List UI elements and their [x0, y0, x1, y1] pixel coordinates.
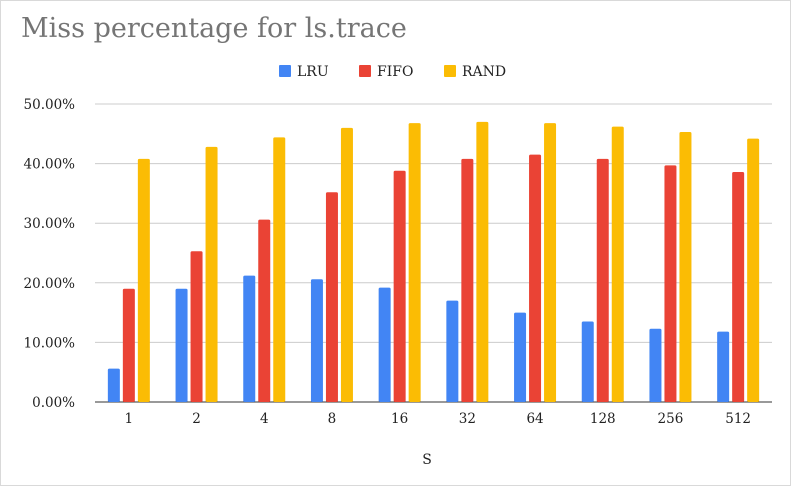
bars [107, 121, 760, 403]
bar-fifo [190, 251, 203, 402]
bar-fifo [461, 158, 474, 402]
x-tick-label: 1 [125, 411, 134, 427]
x-tick-label: 2 [192, 411, 201, 427]
bar-fifo [122, 288, 135, 402]
bar-lru [446, 300, 459, 402]
bar-rand [205, 146, 218, 402]
legend-swatch-lru [279, 65, 291, 77]
bar-rand [747, 138, 760, 402]
x-tick-label: 8 [328, 411, 337, 427]
x-axis-ticks: 1 2 4 8 16 32 64 128 256 512 [125, 411, 751, 427]
bar-fifo [732, 171, 745, 402]
bar-lru [107, 368, 120, 402]
legend-label-lru: LRU [297, 64, 329, 80]
y-tick-label: 10.00% [24, 335, 76, 351]
bar-fifo [258, 219, 271, 402]
bar-lru [175, 288, 188, 402]
y-tick-label: 50.00% [24, 97, 76, 113]
x-tick-label: 64 [526, 411, 543, 427]
x-tick-label: 4 [260, 411, 269, 427]
bar-rand [340, 127, 353, 402]
x-axis-title: S [422, 452, 432, 468]
legend-label-rand: RAND [462, 64, 506, 80]
legend-swatch-fifo [359, 65, 371, 77]
x-tick-label: 32 [459, 411, 476, 427]
bar-lru [378, 287, 391, 402]
bar-fifo [529, 154, 542, 402]
y-tick-label: 0.00% [32, 395, 75, 411]
bar-lru [310, 279, 323, 402]
y-axis-ticks: 0.00% 10.00% 20.00% 30.00% 40.00% 50.00% [24, 97, 76, 411]
legend-swatch-rand [444, 65, 456, 77]
bar-fifo [664, 165, 677, 402]
bar-rand [273, 137, 286, 402]
bar-rand [544, 123, 557, 403]
y-tick-label: 30.00% [24, 216, 76, 232]
bar-lru [243, 275, 256, 402]
x-tick-label: 16 [391, 411, 408, 427]
bar-fifo [596, 158, 609, 402]
x-tick-label: 128 [590, 411, 616, 427]
bar-rand [137, 158, 150, 402]
legend-label-fifo: FIFO [377, 64, 413, 80]
bar-lru [514, 312, 527, 402]
y-tick-label: 20.00% [24, 276, 76, 292]
chart-title: Miss percentage for ls.trace [21, 13, 407, 44]
bar-rand [408, 123, 421, 403]
bar-fifo [393, 170, 406, 402]
bar-lru [581, 321, 594, 402]
bar-rand [679, 132, 692, 402]
bar-lru [717, 331, 730, 402]
y-tick-label: 40.00% [24, 157, 76, 173]
bar-fifo [325, 192, 338, 402]
x-tick-label: 256 [658, 411, 684, 427]
bar-lru [649, 328, 662, 402]
bar-rand [611, 126, 624, 402]
legend: LRU FIFO RAND [279, 64, 506, 80]
x-tick-label: 512 [725, 411, 751, 427]
bar-rand [476, 121, 489, 402]
